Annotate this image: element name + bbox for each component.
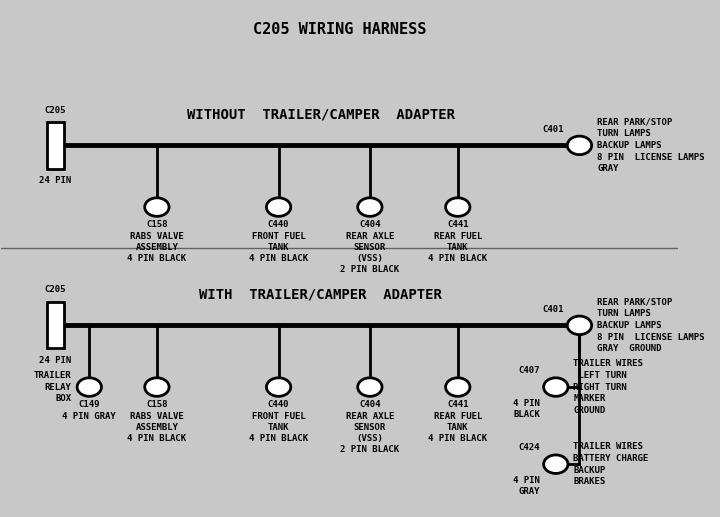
- Circle shape: [446, 378, 470, 397]
- Text: WITHOUT  TRAILER/CAMPER  ADAPTER: WITHOUT TRAILER/CAMPER ADAPTER: [187, 108, 455, 121]
- Text: C401: C401: [542, 305, 564, 313]
- Text: C205: C205: [45, 285, 66, 295]
- Bar: [47, 122, 64, 169]
- Text: 24 PIN: 24 PIN: [40, 356, 71, 365]
- Circle shape: [266, 378, 291, 397]
- Text: 4 PIN
GRAY: 4 PIN GRAY: [513, 476, 540, 496]
- Text: C158
RABS VALVE
ASSEMBLY
4 PIN BLACK: C158 RABS VALVE ASSEMBLY 4 PIN BLACK: [127, 401, 186, 443]
- Circle shape: [145, 198, 169, 216]
- Circle shape: [77, 378, 102, 397]
- Text: C440
FRONT FUEL
TANK
4 PIN BLACK: C440 FRONT FUEL TANK 4 PIN BLACK: [249, 220, 308, 263]
- Text: REAR PARK/STOP
TURN LAMPS
BACKUP LAMPS
8 PIN  LICENSE LAMPS
GRAY  GROUND: REAR PARK/STOP TURN LAMPS BACKUP LAMPS 8…: [597, 297, 705, 354]
- Text: C441
REAR FUEL
TANK
4 PIN BLACK: C441 REAR FUEL TANK 4 PIN BLACK: [428, 401, 487, 443]
- Text: C407: C407: [518, 366, 540, 375]
- Text: C440
FRONT FUEL
TANK
4 PIN BLACK: C440 FRONT FUEL TANK 4 PIN BLACK: [249, 401, 308, 443]
- Circle shape: [358, 198, 382, 216]
- Circle shape: [358, 378, 382, 397]
- Text: C401: C401: [542, 125, 564, 133]
- Circle shape: [567, 316, 592, 334]
- Circle shape: [544, 378, 568, 397]
- Text: C441
REAR FUEL
TANK
4 PIN BLACK: C441 REAR FUEL TANK 4 PIN BLACK: [428, 220, 487, 263]
- Text: TRAILER WIRES
BATTERY CHARGE
BACKUP
BRAKES: TRAILER WIRES BATTERY CHARGE BACKUP BRAK…: [573, 442, 649, 486]
- Text: C424: C424: [518, 444, 540, 452]
- Circle shape: [266, 198, 291, 216]
- Text: C404
REAR AXLE
SENSOR
(VSS)
2 PIN BLACK: C404 REAR AXLE SENSOR (VSS) 2 PIN BLACK: [341, 220, 400, 274]
- Text: C205 WIRING HARNESS: C205 WIRING HARNESS: [253, 22, 426, 37]
- Text: C205: C205: [45, 105, 66, 115]
- Text: TRAILER WIRES
 LEFT TURN
RIGHT TURN
MARKER
GROUND: TRAILER WIRES LEFT TURN RIGHT TURN MARKE…: [573, 359, 643, 415]
- Text: 4 PIN
BLACK: 4 PIN BLACK: [513, 399, 540, 419]
- Circle shape: [567, 136, 592, 155]
- Text: WITH  TRAILER/CAMPER  ADAPTER: WITH TRAILER/CAMPER ADAPTER: [199, 287, 442, 301]
- Text: TRAILER
RELAY
BOX: TRAILER RELAY BOX: [34, 371, 72, 403]
- Circle shape: [446, 198, 470, 216]
- Text: REAR PARK/STOP
TURN LAMPS
BACKUP LAMPS
8 PIN  LICENSE LAMPS
GRAY: REAR PARK/STOP TURN LAMPS BACKUP LAMPS 8…: [597, 117, 705, 174]
- Text: C158
RABS VALVE
ASSEMBLY
4 PIN BLACK: C158 RABS VALVE ASSEMBLY 4 PIN BLACK: [127, 220, 186, 263]
- Bar: [47, 302, 64, 348]
- Text: C149
4 PIN GRAY: C149 4 PIN GRAY: [63, 401, 116, 420]
- Circle shape: [544, 455, 568, 474]
- Text: C404
REAR AXLE
SENSOR
(VSS)
2 PIN BLACK: C404 REAR AXLE SENSOR (VSS) 2 PIN BLACK: [341, 401, 400, 454]
- Circle shape: [145, 378, 169, 397]
- Text: 24 PIN: 24 PIN: [40, 176, 71, 185]
